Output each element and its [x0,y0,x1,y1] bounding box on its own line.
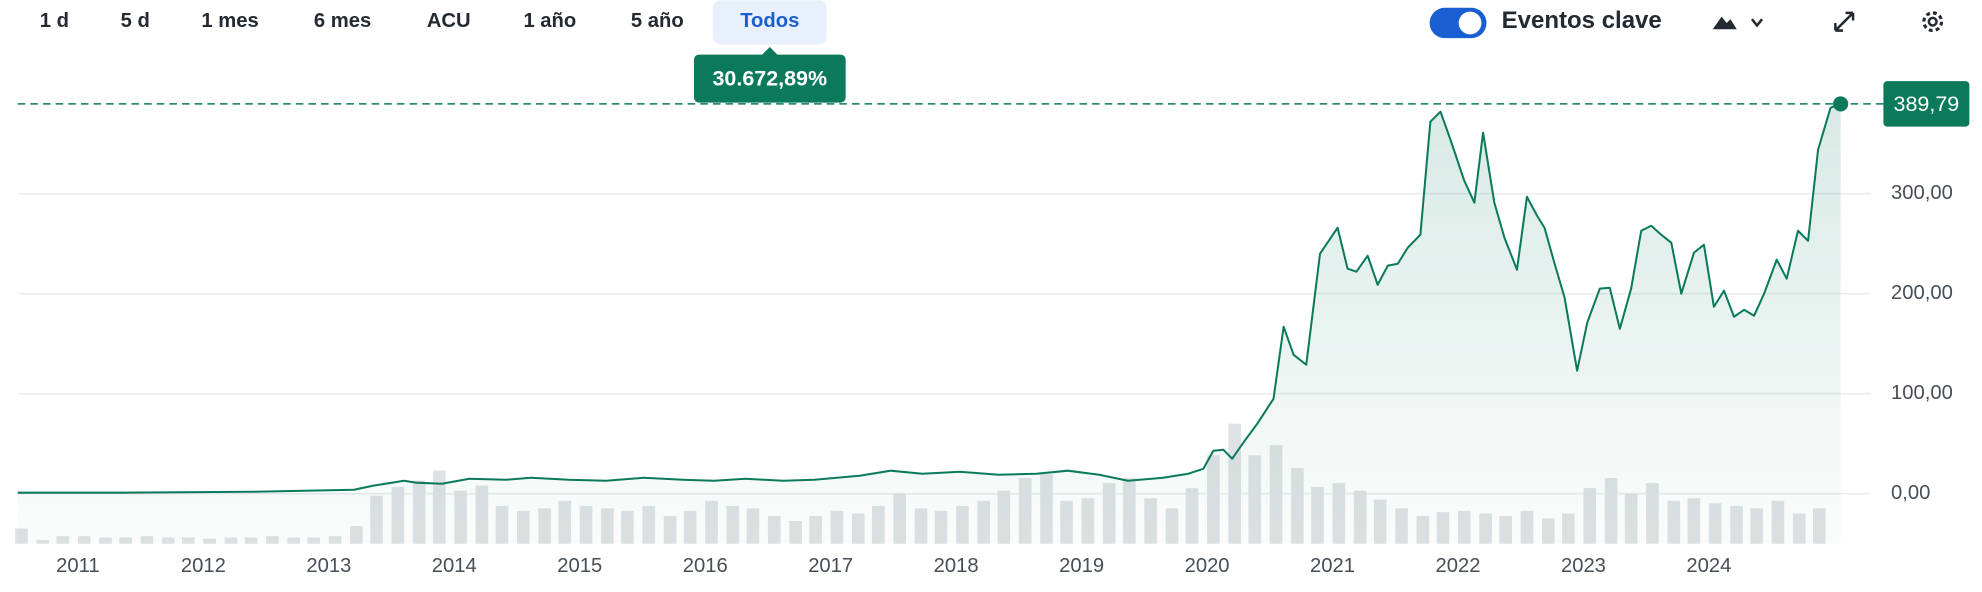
chart-type-icon[interactable] [1712,16,1737,30]
range-toolbar: 1 d 5 d 1 mes 6 mes ACU 1 año 5 año Todo… [40,0,1944,45]
last-price-tag [1883,81,1970,127]
price-line [17,102,1842,494]
range-button[interactable]: 5 d [121,10,150,32]
x-tick-label: 2021 [1310,555,1355,577]
gear-hub [1927,16,1938,27]
fullscreen-icon[interactable] [1834,11,1855,32]
toggle-knob [1458,11,1482,35]
y-tick-label: 300,00 [1891,182,1953,204]
x-tick-label: 2015 [557,555,602,577]
gear-teeth [1922,11,1944,33]
range-button[interactable]: 1 año [523,10,576,32]
x-tick-label: 2014 [432,555,477,577]
x-tick-label: 2019 [1059,555,1104,577]
range-button[interactable]: Todos [740,10,799,32]
plot: 0,00 100,00 200,00 300,00 2011 2012 2013 2014 20… [15,46,1970,577]
settings-icon[interactable] [1922,11,1944,33]
chevron-icon[interactable] [1750,18,1764,28]
x-tick-label: 2024 [1686,555,1731,577]
x-tick-label: 2013 [306,555,351,577]
x-tick-label: 2011 [56,555,99,577]
x-tick-label: 2012 [181,555,226,577]
range-button[interactable]: ACU [427,10,471,32]
range-button[interactable]: 5 año [631,10,684,32]
change-pointer [760,46,779,56]
x-tick-label: 2023 [1561,555,1606,577]
x-tick-label: 2017 [808,555,853,577]
price-area [17,103,1841,544]
range-button[interactable]: 1 d [40,10,69,32]
y-tick-label: 200,00 [1891,282,1953,304]
range-button[interactable]: 6 mes [314,10,371,32]
toggle-label[interactable]: Eventos clave [1502,7,1662,34]
last-price-label: 389,79 [1894,92,1960,116]
range-button[interactable]: 1 mes [201,10,258,32]
change-badge [693,54,846,103]
x-tick-label: 2018 [934,555,979,577]
active-range-bg [712,0,827,45]
y-tick-label: 0,00 [1891,482,1930,504]
change-label: 30.672,89% [712,67,827,91]
y-tick-label: 100,00 [1891,382,1953,404]
x-tick-label: 2022 [1436,555,1481,577]
x-tick-label: 2020 [1185,555,1230,577]
x-tick-label: 2016 [683,555,728,577]
